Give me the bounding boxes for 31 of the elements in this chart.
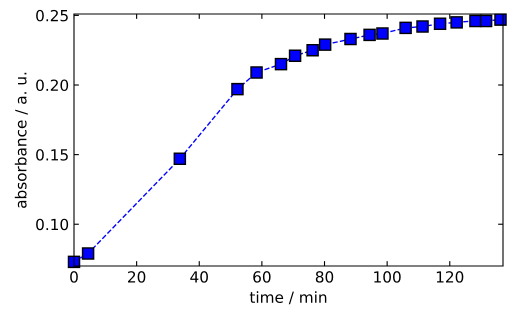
y-tick-label: 0.10 — [36, 218, 68, 230]
point — [376, 27, 389, 40]
point — [494, 13, 507, 26]
x-tick-label: 20 — [128, 271, 146, 283]
y-tick-label: 0.20 — [36, 79, 68, 92]
x-tick-label: 120 — [436, 271, 464, 283]
point — [416, 20, 429, 33]
point — [344, 32, 357, 46]
point — [82, 247, 94, 260]
x-axis-title: time / min — [250, 291, 326, 304]
point — [231, 82, 244, 96]
point — [68, 256, 80, 268]
point — [288, 50, 302, 62]
y-axis-title: absorbance / a. u. — [14, 72, 28, 208]
point — [434, 17, 446, 30]
x-tick-label: 40 — [190, 271, 208, 283]
point — [306, 44, 319, 56]
point — [174, 152, 186, 166]
x-tick-label: 80 — [316, 271, 334, 283]
y-tick-label: 0.25 — [36, 10, 68, 22]
y-tick-label: 0.15 — [36, 149, 68, 161]
point — [318, 38, 332, 51]
point — [480, 14, 492, 28]
x-tick-label: 0 — [70, 271, 78, 283]
x-tick-label: 100 — [374, 271, 401, 283]
point — [274, 58, 288, 70]
x-tick-label: 60 — [253, 271, 271, 283]
point — [450, 16, 463, 29]
point — [399, 22, 412, 34]
point — [250, 66, 263, 79]
point — [363, 28, 376, 42]
